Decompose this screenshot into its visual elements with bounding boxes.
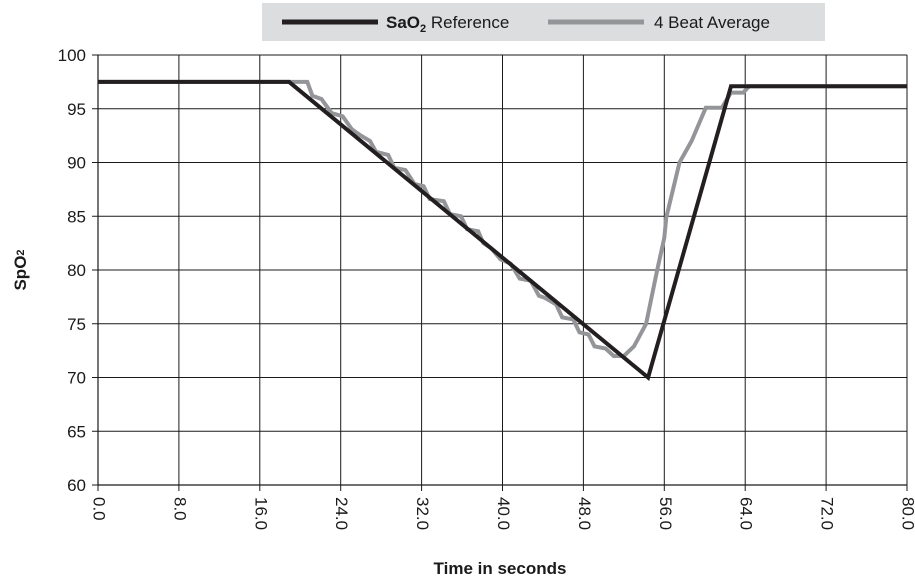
- x-tick-label: 64.0: [737, 497, 756, 530]
- y-axis-title: SpO2: [11, 249, 30, 290]
- y-tick-label: 95: [67, 100, 86, 119]
- legend-label-sao2-reference: SaO2 Reference: [386, 13, 509, 35]
- y-tick-label: 70: [67, 369, 86, 388]
- series-lines: [98, 79, 907, 381]
- x-tick-labels: 0.0 8.0 16.0 24.0 32.0 40.0 48.0 56.0 64.0 72.0 80…: [90, 497, 915, 530]
- x-tick-label: 80.0: [899, 497, 915, 530]
- y-tick-label: 75: [67, 315, 86, 334]
- y-tick-label: 90: [67, 154, 86, 173]
- series-line-sao2-reference: [98, 79, 907, 381]
- y-tick-label: 100: [58, 46, 86, 65]
- x-tick-label: 0.0: [90, 497, 109, 521]
- y-tick-label: 60: [67, 476, 86, 495]
- gridlines: [92, 54, 908, 491]
- y-tick-label: 65: [67, 422, 86, 441]
- y-tick-label: 85: [67, 207, 86, 226]
- y-tick-labels: 100 95 90 85 80 75 70 65 60: [58, 46, 86, 495]
- x-tick-label: 24.0: [332, 497, 351, 530]
- x-tick-label: 32.0: [413, 497, 432, 530]
- legend: SaO2 Reference 4 Beat Average: [262, 3, 825, 41]
- legend-label-4-beat-average: 4 Beat Average: [654, 13, 770, 32]
- x-tick-label: 48.0: [575, 497, 594, 530]
- x-tick-label: 16.0: [251, 497, 270, 530]
- x-tick-label: 56.0: [656, 497, 675, 530]
- x-tick-label: 40.0: [494, 497, 513, 530]
- x-tick-label: 72.0: [818, 497, 837, 530]
- x-tick-label: 8.0: [170, 497, 189, 521]
- y-tick-label: 80: [67, 261, 86, 280]
- x-axis-title: Time in seconds: [434, 559, 567, 578]
- series-line-4-beat-average: [98, 79, 907, 358]
